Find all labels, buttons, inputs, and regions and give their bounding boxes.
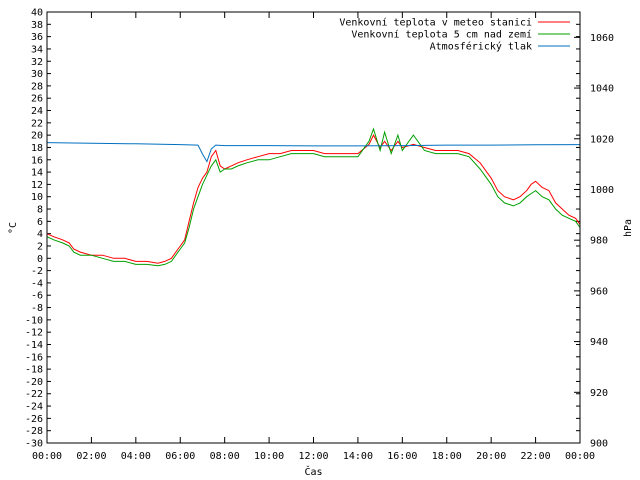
left-tick-label: -24 — [25, 402, 43, 413]
left-tick-label: -2 — [31, 266, 43, 277]
series-line-3 — [46, 142, 581, 163]
left-tick-label: 18 — [31, 143, 43, 154]
left-tick-label: 8 — [37, 205, 43, 216]
legend: Venkovní teplota v meteo staniciVenkovní… — [339, 17, 570, 53]
left-tick-label: -26 — [25, 414, 43, 425]
legend-label: Venkovní teplota v meteo stanici — [339, 17, 532, 29]
left-tick-label: -14 — [25, 340, 43, 351]
x-tick-label: 18:00 — [432, 451, 462, 462]
right-tick-label: 1060 — [590, 33, 614, 44]
right-tick-label: 980 — [590, 236, 608, 247]
x-tick-label: 00:00 — [32, 451, 62, 462]
left-tick-label: 6 — [37, 217, 43, 228]
right-tick-label: 960 — [590, 286, 608, 297]
x-axis-label: Čas — [304, 465, 322, 478]
x-tick-label: 22:00 — [521, 451, 551, 462]
left-tick-label: -20 — [25, 377, 43, 388]
left-tick-label: 38 — [31, 20, 43, 31]
right-tick-label: 1020 — [590, 134, 614, 145]
y-axis-right-label: hPa — [623, 219, 634, 237]
x-tick-label: 04:00 — [121, 451, 151, 462]
left-tick-label: 10 — [31, 192, 43, 203]
x-tick-label: 08:00 — [210, 451, 240, 462]
left-tick-label: -28 — [25, 426, 43, 437]
left-tick-label: 14 — [31, 168, 43, 179]
left-tick-label: -18 — [25, 365, 43, 376]
left-tick-label: 2 — [37, 241, 43, 252]
legend-label: Atmosférický tlak — [430, 41, 532, 53]
left-tick-label: 30 — [31, 69, 43, 80]
left-tick-label: -10 — [25, 315, 43, 326]
left-tick-label: 0 — [37, 254, 43, 265]
left-axis-ticks: -30-28-26-24-22-20-18-16-14-12-10-8-6-4-… — [25, 8, 580, 450]
legend-label: Venkovní teplota 5 cm nad zemí — [351, 29, 532, 41]
x-tick-label: 14:00 — [343, 451, 373, 462]
left-tick-label: 4 — [37, 229, 43, 240]
left-tick-label: 28 — [31, 81, 43, 92]
x-tick-label: 10:00 — [254, 451, 284, 462]
left-tick-label: 36 — [31, 32, 43, 43]
left-tick-label: 32 — [31, 57, 43, 68]
x-tick-label: 12:00 — [298, 451, 328, 462]
plot-frame — [46, 11, 581, 444]
left-tick-label: -30 — [25, 439, 43, 450]
left-tick-label: -22 — [25, 389, 43, 400]
left-tick-label: 40 — [31, 8, 43, 19]
left-tick-label: 16 — [31, 155, 43, 166]
right-axis-ticks: 900 920 940 960 980 1000 1020 1040 1060 — [574, 33, 614, 450]
right-tick-label: 940 — [590, 337, 608, 348]
right-tick-label: 1040 — [590, 84, 614, 95]
left-tick-label: -4 — [31, 278, 43, 289]
right-tick-label: 900 — [590, 439, 608, 450]
left-tick-label: -6 — [31, 291, 43, 302]
x-tick-label: 06:00 — [165, 451, 195, 462]
right-tick-label: 920 — [590, 388, 608, 399]
x-tick-label: 00:00 — [565, 451, 595, 462]
right-tick-label: 1000 — [590, 185, 614, 196]
left-tick-label: -12 — [25, 328, 43, 339]
x-axis-ticks: 00:00 02:00 04:00 06:00 08:00 10:00 12:00 14:00… — [32, 12, 595, 462]
left-tick-label: 20 — [31, 131, 43, 142]
x-tick-label: 16:00 — [387, 451, 417, 462]
left-tick-label: 12 — [31, 180, 43, 191]
left-tick-label: 24 — [31, 106, 43, 117]
left-tick-label: 34 — [31, 44, 43, 55]
series-line-2 — [46, 127, 581, 267]
left-tick-label: -16 — [25, 352, 43, 363]
series-lines — [46, 127, 581, 267]
x-tick-label: 20:00 — [476, 451, 506, 462]
x-tick-label: 02:00 — [76, 451, 106, 462]
left-tick-label: -8 — [31, 303, 43, 314]
series-line-1 — [46, 133, 581, 264]
left-tick-label: 22 — [31, 118, 43, 129]
y-axis-left-label: °C — [8, 222, 19, 234]
left-tick-label: 26 — [31, 94, 43, 105]
